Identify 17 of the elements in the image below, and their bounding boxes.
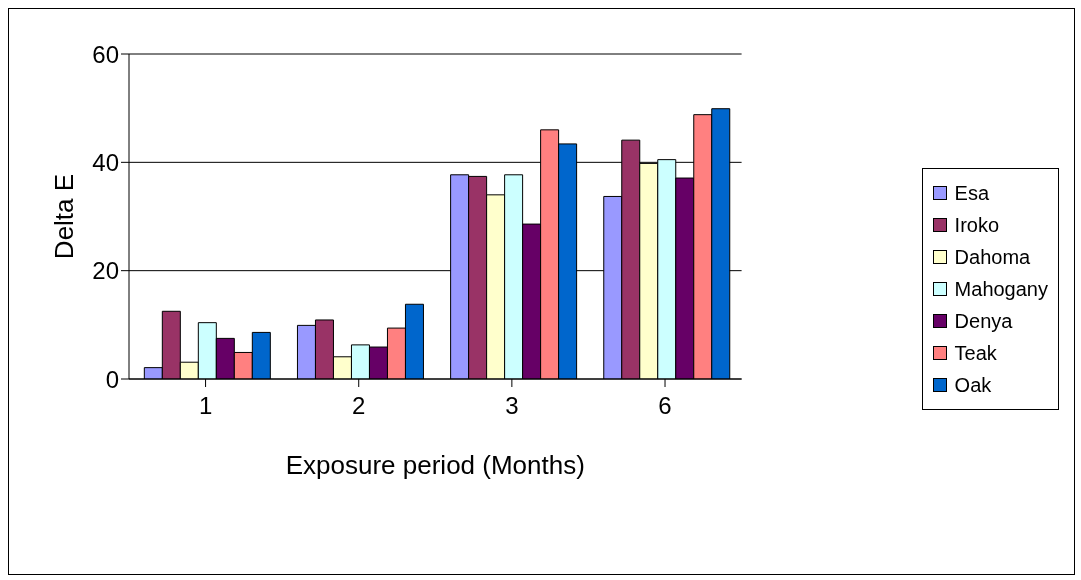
y-tick-label: 40 xyxy=(92,148,119,176)
y-tick-label: 0 xyxy=(105,365,119,393)
y-tick-label: 60 xyxy=(92,40,119,68)
x-tick-label: 6 xyxy=(658,392,672,420)
legend-label: Mahogany xyxy=(954,277,1048,302)
x-axis-title: Exposure period (Months) xyxy=(285,450,585,480)
legend-label: Dahoma xyxy=(954,245,1031,270)
legend-label: Teak xyxy=(954,341,997,366)
legend-label: Oak xyxy=(954,373,992,398)
legend-label: Iroko xyxy=(954,213,1000,238)
x-tick-label: 3 xyxy=(505,392,519,420)
y-axis-title: Delta E xyxy=(49,173,80,260)
legend-label: Esa xyxy=(954,181,990,206)
x-tick-label: 1 xyxy=(198,392,213,420)
legend-label: Denya xyxy=(954,309,1013,334)
y-tick-label: 20 xyxy=(92,257,119,285)
x-tick-label: 2 xyxy=(352,392,366,420)
